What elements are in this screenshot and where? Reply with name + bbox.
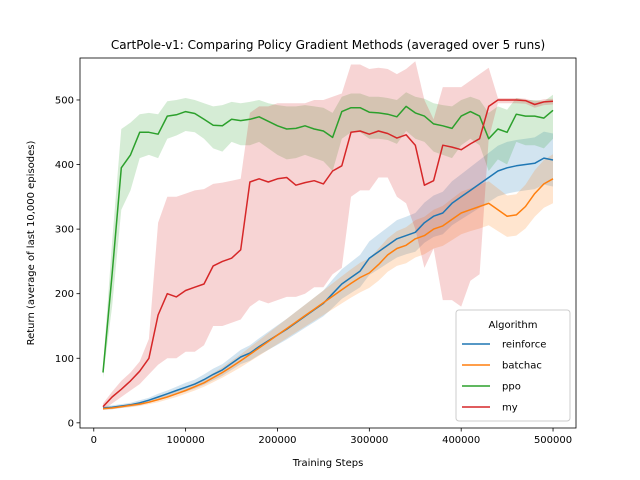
my-line	[102, 99, 554, 408]
x-tick-label: 300000	[350, 435, 388, 446]
x-tick-label: 500000	[534, 435, 572, 446]
y-tick-label: 200	[55, 289, 74, 300]
legend-title: Algorithm	[489, 320, 538, 331]
legend-item-ppo: ppo	[462, 382, 521, 393]
legend-label: my	[502, 403, 518, 414]
legend-box	[455, 309, 571, 422]
y-axis-ticks: 0 100 200 300 400 500	[55, 95, 80, 429]
confidence-bands	[103, 61, 553, 410]
legend-label: ppo	[502, 382, 521, 393]
legend-label: batchac	[502, 361, 542, 372]
reinforce-band	[103, 131, 553, 410]
legend: Algorithm reinforce batchac ppo my	[455, 309, 571, 422]
legend-item-my: my	[462, 403, 518, 414]
y-tick-label: 300	[55, 225, 74, 236]
reinforce-line	[102, 157, 554, 409]
y-tick-label: 0	[68, 418, 74, 429]
y-axis-label: Return (average of last 10,000 episodes)	[26, 141, 37, 346]
batchac-line	[102, 178, 554, 410]
legend-label: reinforce	[502, 340, 546, 351]
legend-item-reinforce: reinforce	[462, 340, 546, 351]
y-tick-label: 100	[55, 354, 74, 365]
legend-item-batchac: batchac	[462, 361, 542, 372]
y-tick-label: 400	[55, 160, 74, 171]
x-axis-label: Training Steps	[292, 458, 364, 469]
x-tick-label: 400000	[442, 435, 480, 446]
plot-frame	[79, 57, 577, 429]
legend-items: reinforce batchac ppo my	[462, 340, 546, 414]
ppo-line	[102, 105, 554, 373]
ppo-band	[103, 92, 553, 378]
x-tick-label: 200000	[258, 435, 296, 446]
series-lines	[102, 99, 554, 410]
chart-title: CartPole-v1: Comparing Policy Gradient M…	[111, 38, 545, 52]
x-axis-ticks: 0 100000 200000 300000 400000 500000	[91, 428, 572, 446]
x-tick-label: 100000	[167, 435, 205, 446]
y-tick-label: 500	[55, 95, 74, 106]
batchac-band	[103, 154, 553, 410]
my-band	[103, 61, 553, 410]
x-tick-label: 0	[91, 435, 97, 446]
